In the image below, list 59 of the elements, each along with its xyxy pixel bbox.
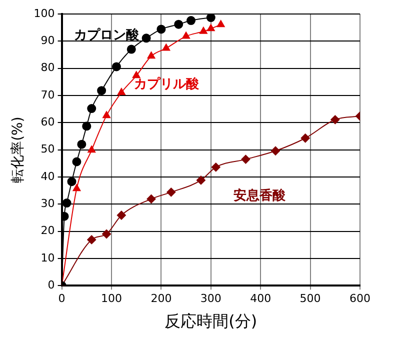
point xyxy=(166,188,176,197)
point xyxy=(87,235,96,244)
point xyxy=(241,154,250,164)
y-tick-label: 0 xyxy=(48,278,55,292)
point xyxy=(182,32,190,39)
y-tick-label: 40 xyxy=(40,170,55,183)
point xyxy=(142,34,151,43)
y-tick-label: 20 xyxy=(40,224,55,238)
point xyxy=(117,88,126,95)
y-tick-label: 10 xyxy=(40,251,55,264)
y-tick-label: 90 xyxy=(40,34,55,48)
point xyxy=(126,44,136,54)
point xyxy=(162,44,170,51)
point xyxy=(102,229,112,238)
y-tick-label: 70 xyxy=(40,88,55,102)
y-tick-label: 50 xyxy=(40,142,55,156)
point xyxy=(88,146,96,153)
point xyxy=(87,104,96,114)
y-tick-label: 30 xyxy=(40,196,55,210)
point xyxy=(116,210,126,220)
point xyxy=(77,140,86,149)
series-label: カプロン酸 xyxy=(74,27,140,44)
point xyxy=(216,20,225,28)
point xyxy=(199,26,208,34)
point xyxy=(211,162,220,172)
point xyxy=(72,184,81,192)
point xyxy=(271,146,280,156)
y-axis-title: 転化率(%) xyxy=(10,116,26,183)
point xyxy=(102,111,110,118)
point xyxy=(186,16,196,26)
point xyxy=(330,115,340,124)
point xyxy=(112,62,121,72)
point xyxy=(147,52,156,59)
y-tick-label: 60 xyxy=(40,116,55,128)
point xyxy=(206,24,215,32)
x-tick-label: 100 xyxy=(100,292,122,306)
point xyxy=(146,194,156,204)
point xyxy=(132,71,140,78)
x-tick-label: 600 xyxy=(350,292,370,306)
x-tick-label: 400 xyxy=(250,292,272,306)
point xyxy=(82,122,92,131)
x-tick-label: 200 xyxy=(150,292,172,306)
x-tick-label: 500 xyxy=(300,292,321,306)
y-tick-label: 100 xyxy=(34,6,55,20)
x-tick-label: 300 xyxy=(200,292,222,306)
series-label: 安息香酸 xyxy=(233,187,286,204)
point xyxy=(72,157,82,166)
point xyxy=(67,177,76,186)
point xyxy=(174,20,184,29)
series-label: カプリル酸 xyxy=(134,76,200,92)
x-tick-label: 0 xyxy=(58,292,66,306)
point xyxy=(196,176,206,185)
point xyxy=(206,14,216,22)
point xyxy=(300,134,310,143)
y-tick-label: 80 xyxy=(40,61,55,74)
point xyxy=(156,24,166,34)
point xyxy=(62,198,72,208)
point xyxy=(97,86,106,96)
x-axis-title: 反応時間(分) xyxy=(164,312,258,331)
